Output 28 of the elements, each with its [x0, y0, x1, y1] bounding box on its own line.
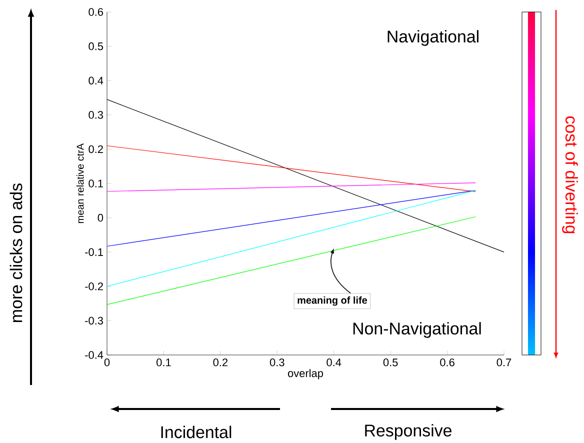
x-tick-label: 0.3 — [270, 358, 284, 366]
text: Incidental — [161, 426, 232, 438]
y-tick-label: 0.1 — [88, 180, 103, 188]
text: Responsive — [365, 424, 452, 440]
x-axis-title: overlap — [288, 369, 323, 380]
y-tick-label: -0.1 — [85, 248, 103, 256]
y-tick-label: 0.3 — [88, 111, 104, 119]
y-tick-label: 0.2 — [88, 145, 103, 154]
y-tick-label: 0.5 — [88, 42, 104, 50]
y-tick-label: -0.4 — [85, 351, 104, 359]
y-tick-label: 0 — [98, 214, 104, 222]
x-tick-label: 0.6 — [440, 358, 454, 366]
annotation: meaning of life — [298, 296, 368, 306]
y-tick-label: 0.4 — [88, 76, 104, 84]
y-tick-label: -0.2 — [85, 282, 103, 290]
x-tick-label: 0.7 — [496, 358, 512, 366]
y-axis-title: mean relative ctrA — [76, 143, 84, 223]
text: more clicks on ads — [10, 184, 22, 322]
y-tick-label: -0.3 — [85, 316, 104, 325]
x-tick-label: 0.4 — [326, 358, 342, 366]
y-tick-label: 0.6 — [88, 8, 104, 16]
x-tick-label: 0.1 — [156, 358, 171, 366]
x-tick-label: 0.2 — [213, 358, 228, 366]
color-bar-title: cost of diverting — [562, 116, 578, 234]
x-tick-label: 0.5 — [383, 358, 398, 366]
annotation: Non-Navigational — [353, 322, 481, 338]
annotation: Navigational — [388, 30, 478, 46]
x-tick-label: 0 — [104, 358, 110, 366]
